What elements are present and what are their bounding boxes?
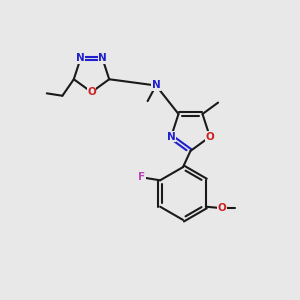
Text: O: O <box>87 87 96 97</box>
Text: N: N <box>76 53 85 64</box>
Text: N: N <box>152 80 160 91</box>
Text: N: N <box>167 132 176 142</box>
Text: O: O <box>206 132 214 142</box>
Text: O: O <box>218 203 227 213</box>
Text: F: F <box>138 172 145 182</box>
Text: N: N <box>98 53 107 64</box>
